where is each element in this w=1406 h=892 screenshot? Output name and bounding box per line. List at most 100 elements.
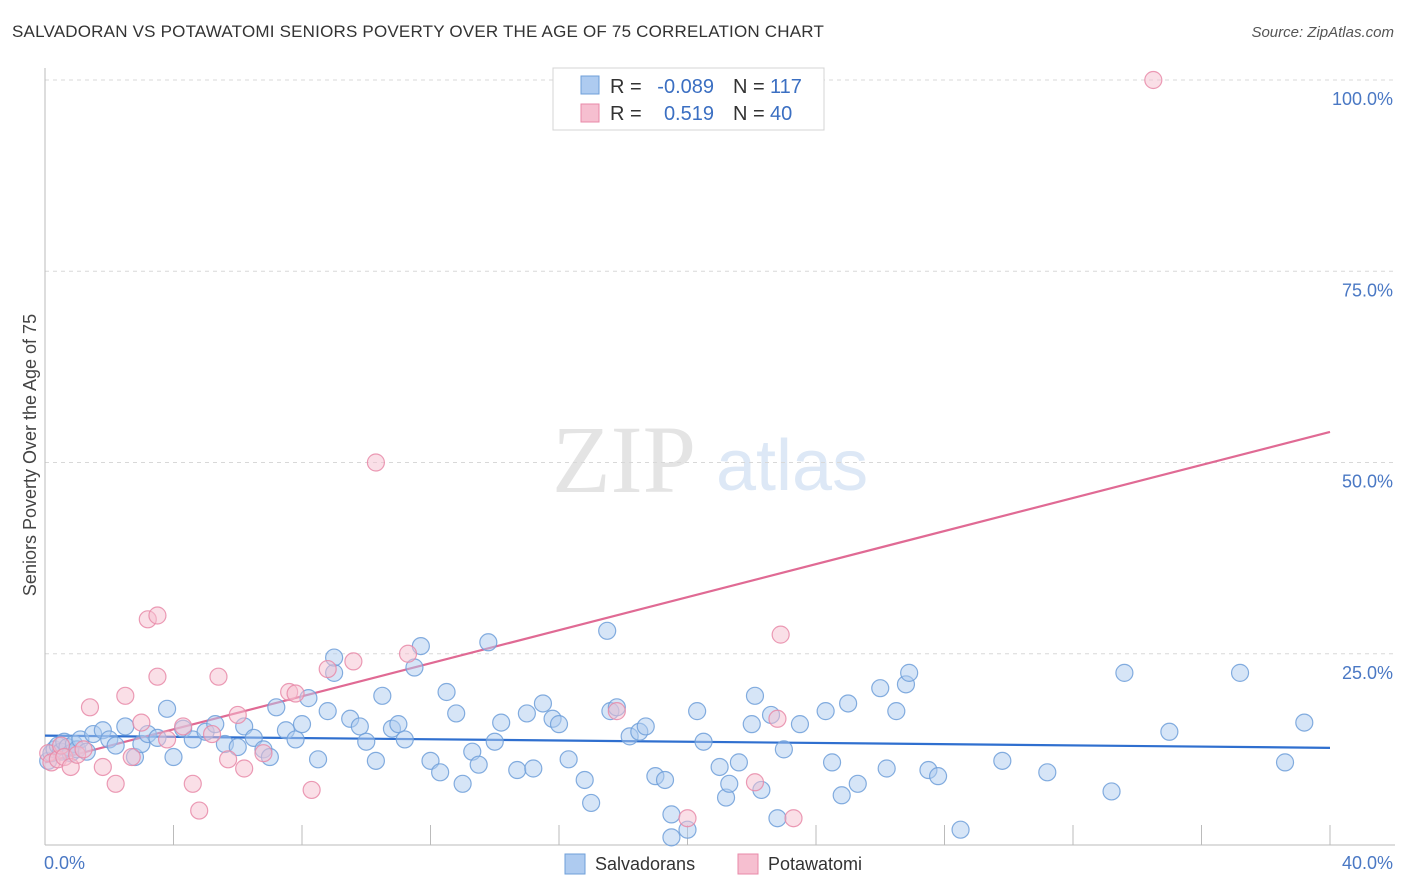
salvadoran-point xyxy=(688,702,707,721)
salvadoran-point xyxy=(710,757,729,777)
legend-swatch-potawatomi xyxy=(580,103,600,123)
salvadoran-point xyxy=(742,715,761,734)
legend-r-label-2: R = xyxy=(610,103,642,125)
potawatomi-point xyxy=(209,667,228,686)
salvadoran-point xyxy=(839,694,858,713)
legend-n-label-2: N = xyxy=(733,103,765,125)
legend-box: R = -0.089 N = 117 R = 0.519 N = 40 xyxy=(552,67,825,131)
salvadoran-point xyxy=(437,682,456,702)
potawatomi-point xyxy=(190,801,209,820)
potawatomi-point xyxy=(1144,70,1163,90)
salvadoran-point xyxy=(1295,713,1314,732)
salvadoran-point xyxy=(887,702,906,721)
potawatomi-point xyxy=(771,625,790,644)
potawatomi-point xyxy=(784,809,803,828)
salvadoran-point xyxy=(267,698,286,717)
salvadoran-point xyxy=(1160,722,1179,741)
salvadoran-point xyxy=(559,750,578,769)
salvadoran-point xyxy=(453,774,472,793)
salvadoran-point xyxy=(318,702,337,721)
potawatomi-point xyxy=(768,709,787,728)
salvadoran-point xyxy=(1115,663,1134,682)
potawatomi-point xyxy=(219,750,238,769)
salvadoran-point xyxy=(228,737,247,757)
salvadoran-point xyxy=(655,770,675,790)
salvadoran-point xyxy=(1230,663,1250,682)
salvadoran-point xyxy=(447,704,466,723)
salvadoran-point xyxy=(286,730,305,749)
y-tick-label: 25.0% xyxy=(1342,663,1393,683)
legend-r-value-2: 0.519 xyxy=(664,103,714,125)
salvadoran-point xyxy=(479,633,498,652)
potawatomi-point xyxy=(228,705,247,725)
salvadoran-point xyxy=(1275,753,1295,772)
potawatomi-point xyxy=(344,652,363,671)
potawatomi-point xyxy=(607,702,626,721)
potawatomi-point xyxy=(174,717,193,736)
potawatomi-point xyxy=(74,740,93,759)
salvadoran-point xyxy=(164,747,183,767)
grid-layer xyxy=(45,79,1395,655)
potawatomi-trend-line xyxy=(44,430,1331,764)
potawatomi-point xyxy=(678,809,697,828)
salvadoran-point xyxy=(517,704,536,723)
salvadoran-point xyxy=(790,715,810,734)
legend-n-value-2: 40 xyxy=(770,103,792,125)
potawatomi-point xyxy=(302,780,321,800)
potawatomi-point xyxy=(122,747,141,767)
salvadoran-point xyxy=(292,715,312,734)
salvadoran-point xyxy=(871,679,890,698)
salvadoran-point xyxy=(524,759,543,778)
salvadoran-point xyxy=(694,732,713,751)
chart-title: SALVADORAN VS POTAWATOMI SENIORS POVERTY… xyxy=(12,22,825,41)
y-axis-label: Seniors Poverty Over the Age of 75 xyxy=(20,314,40,596)
salvadoran-point xyxy=(469,755,488,774)
potawatomi-point xyxy=(235,759,254,778)
salvadoran-point xyxy=(848,774,867,793)
salvadoran-point xyxy=(366,751,385,770)
salvadoran-point xyxy=(157,699,177,718)
bottom-legend-swatch-potawatomi xyxy=(737,853,759,875)
salvadoran-point xyxy=(720,774,739,793)
salvadoran-point xyxy=(1102,782,1121,801)
potawatomi-point xyxy=(157,730,177,749)
y-tick-label: 50.0% xyxy=(1342,472,1393,492)
tick-label-layer: 25.0% 50.0% 75.0% 100.0% 0.0% 40.0% xyxy=(44,89,1393,873)
potawatomi-point xyxy=(286,684,305,703)
y-tick-label: 75.0% xyxy=(1342,280,1393,300)
salvadoran-point xyxy=(768,809,787,828)
salvadoran-point xyxy=(598,621,617,640)
chart-source: Source: ZipAtlas.com xyxy=(1251,24,1394,41)
x-tick-label-min: 0.0% xyxy=(44,853,85,873)
potawatomi-point xyxy=(202,724,222,744)
salvadoran-point xyxy=(822,753,842,772)
legend-r-label-1: R = xyxy=(610,76,642,98)
salvadoran-point xyxy=(745,686,765,705)
salvadoran-point xyxy=(350,717,369,736)
y-tick-label: 100.0% xyxy=(1332,89,1393,109)
bottom-legend-swatch-salvadorans xyxy=(564,853,586,875)
salvadoran-point xyxy=(395,730,414,749)
salvadoran-point xyxy=(485,732,504,751)
legend-swatch-salvadorans xyxy=(580,75,600,95)
potawatomi-point xyxy=(80,698,100,717)
bottom-legend-label-salvadorans: Salvadorans xyxy=(595,854,695,874)
salvadoran-point xyxy=(492,713,511,732)
salvadoran-point xyxy=(308,750,328,769)
salvadoran-point xyxy=(533,694,553,713)
salvadoran-point xyxy=(729,753,749,772)
axes-layer xyxy=(44,68,1395,846)
salvadoran-point xyxy=(116,717,135,736)
potawatomi-point xyxy=(116,686,135,705)
potawatomi-point xyxy=(398,644,418,663)
salvadoran-point xyxy=(389,715,408,734)
potawatomi-point xyxy=(148,606,167,625)
legend-n-label-1: N = xyxy=(733,76,765,98)
salvadoran-point xyxy=(1038,763,1057,782)
potawatomi-point xyxy=(106,774,125,793)
salvadoran-point xyxy=(636,717,655,736)
salvadoran-point xyxy=(832,786,851,805)
salvadoran-point xyxy=(431,763,450,782)
salvadoran-point xyxy=(662,805,681,824)
